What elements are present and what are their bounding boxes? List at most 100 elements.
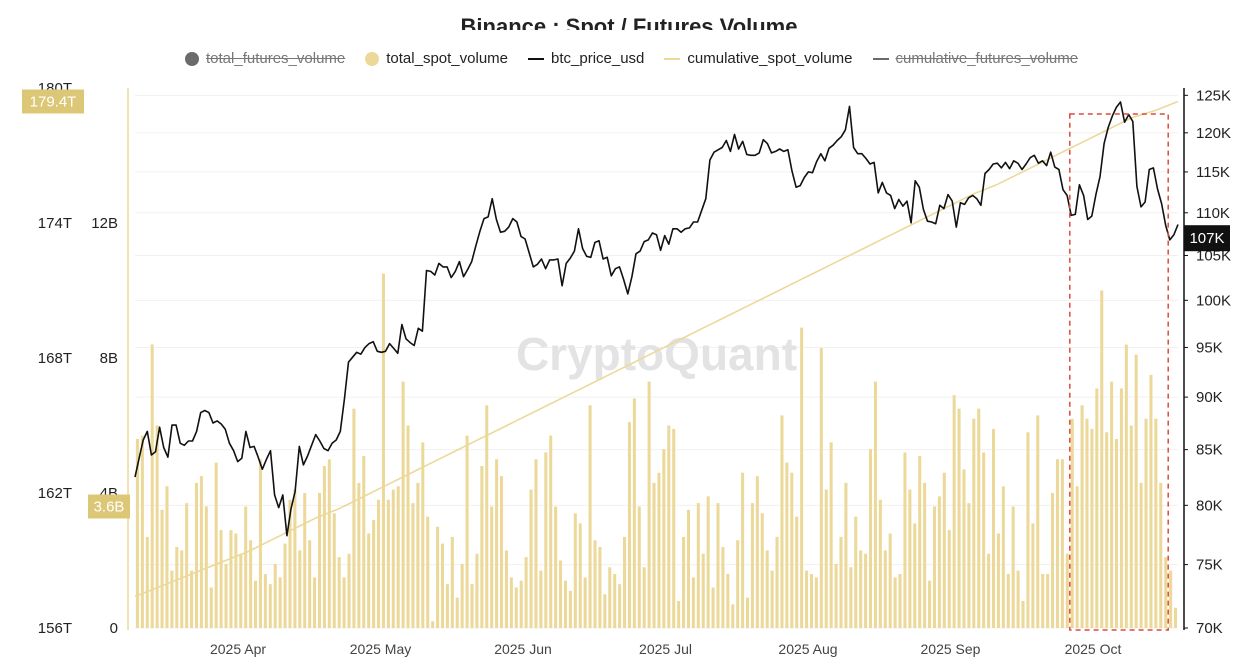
spot-volume-bar (603, 594, 607, 628)
cumulative-current-badge (22, 89, 84, 114)
spot-volume-bar (194, 482, 199, 629)
spot-volume-bar (928, 580, 932, 628)
legend-item-cumulative-spot-volume[interactable]: cumulative_spot_volume (664, 50, 853, 67)
spot-volume-bar (416, 482, 420, 629)
x-axis-label: 2025 Aug (778, 641, 837, 657)
spot-volume-bar (1075, 486, 1079, 628)
legend-label: total_futures_volume (206, 50, 346, 67)
spot-axis-tick: 0 (110, 620, 118, 637)
spot-volume-bar (824, 489, 828, 629)
spot-volume-bar (1031, 523, 1035, 629)
spot-volume-bar (1016, 570, 1020, 629)
spot-volume-bar (332, 513, 336, 628)
spot-volume-bar (377, 499, 381, 628)
spot-volume-bar (544, 452, 548, 628)
btc-price-line (134, 101, 1179, 537)
x-axis-label: 2025 Sep (921, 641, 981, 657)
spot-volume-bar (278, 577, 282, 629)
spot-volume-bar (923, 482, 927, 629)
spot-volume-bar (898, 574, 902, 628)
spot-volume-bar (613, 574, 617, 628)
spot-volume-bar (381, 273, 385, 629)
spot-volume-bar (903, 452, 907, 628)
spot-volume-bar (893, 577, 897, 629)
spot-volume-bar (254, 580, 258, 628)
cumulative-spot-volume-line (134, 100, 1179, 598)
spot-volume-bar (563, 580, 568, 628)
spot-volume-bar (991, 428, 996, 629)
spot-volume-bar (716, 503, 720, 629)
spot-volume-bar (888, 533, 892, 628)
spot-volume-bar (140, 435, 144, 629)
spot-volume-bar (185, 503, 189, 629)
spot-volume-bar (372, 520, 376, 628)
spot-volume-bar (608, 567, 612, 628)
legend-label: cumulative_spot_volume (687, 50, 853, 67)
spot-volume-bar (244, 506, 248, 628)
spot-volume-bar (1051, 493, 1055, 628)
spot-volume-bar (386, 499, 390, 628)
legend-item-btc-price-usd[interactable]: btc_price_usd (528, 50, 644, 67)
spot-volume-bar (962, 469, 966, 629)
price-axis-tick: 125K (1196, 87, 1231, 104)
spot-volume-bar (534, 459, 538, 628)
price-axis-tick: 100K (1196, 292, 1231, 309)
chart-legend: total_futures_volume total_spot_volume btc… (185, 50, 1078, 67)
x-axis-label: 2025 Apr (210, 641, 266, 657)
spot-volume-bar (682, 536, 686, 629)
legend-marker (664, 57, 681, 60)
spot-volume-bar (1006, 574, 1010, 628)
spot-volume-bar (293, 489, 297, 629)
spot-volume-bar (1169, 570, 1173, 629)
spot-volume-bar (391, 489, 395, 629)
spot-volume-bar (357, 482, 361, 629)
legend-item-cumulative-futures-volume[interactable]: cumulative_futures_volume (872, 50, 1078, 67)
price-axis-tick: 120K (1196, 125, 1231, 142)
spot-volume-bar (755, 476, 759, 629)
spot-volume-bar (229, 530, 233, 629)
spot-volume-bar (829, 442, 833, 629)
spot-volume-bar (495, 459, 499, 628)
chart-title: Binance : Spot / Futures Volume (460, 14, 798, 30)
spot-axis-tick: 8B (100, 350, 118, 367)
spot-volume-bar (952, 395, 956, 629)
spot-volume-bar (1164, 557, 1168, 629)
spot-volume-bar (785, 462, 789, 629)
spot-volume-bar (745, 597, 750, 629)
spot-volume-bar (647, 381, 651, 629)
spot-volume-bar (1119, 388, 1123, 629)
spot-volume-bar (268, 584, 272, 629)
spot-volume-bar (170, 570, 174, 629)
spot-volume-bar (209, 587, 213, 628)
spot-volume-bar (741, 472, 745, 628)
spot-volume-bar (805, 570, 809, 629)
spot-volume-bar (583, 577, 587, 629)
spot-volume-bar (514, 587, 518, 628)
spot-volume-bar (421, 442, 425, 629)
spot-volume-bar (396, 486, 400, 628)
spot-volume-bar (854, 516, 858, 629)
spot-volume-bar (406, 425, 410, 628)
spot-volume-bar (632, 398, 636, 628)
spot-volume-bar (947, 530, 951, 629)
spot-volume-bar (967, 503, 971, 629)
spot-volume-bar (696, 503, 700, 629)
spot-volume-bar (652, 482, 656, 629)
spot-volume-bar (627, 422, 631, 629)
spot-volume-bar (760, 513, 764, 628)
spot-current-badge (88, 494, 130, 519)
price-axis-tick: 80K (1196, 497, 1223, 514)
spot-volume-bar (726, 574, 730, 628)
spot-volume-bar (598, 547, 602, 628)
spot-volume-bar (450, 536, 454, 629)
spot-volume-bar (549, 435, 553, 629)
legend-item-total-futures-volume[interactable]: total_futures_volume (185, 50, 345, 67)
spot-current-label: 3.6B (94, 499, 125, 516)
spot-volume-bar (214, 462, 218, 629)
spot-volume-bar (1139, 482, 1143, 629)
spot-volume-bar (470, 584, 474, 629)
spot-volume-bar (1055, 459, 1059, 628)
spot-volume-bar (480, 466, 484, 628)
spot-volume-bar (932, 506, 936, 628)
legend-item-total-spot-volume[interactable]: total_spot_volume (365, 50, 508, 67)
